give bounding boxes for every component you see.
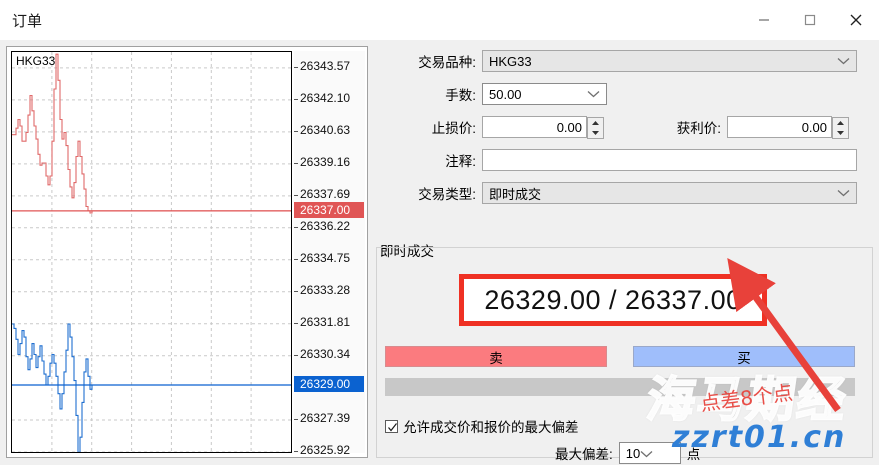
axis-tick-mark — [294, 194, 298, 196]
price-quote-value: 26329.00 / 26337.00 — [484, 284, 742, 315]
maximize-icon[interactable] — [787, 0, 833, 40]
deviation-checkbox-label: 允许成交价和报价的最大偏差 — [403, 420, 579, 435]
order-type-select[interactable]: 即时成交 — [482, 182, 857, 204]
order-type-value: 即时成交 — [489, 186, 542, 202]
symbol-label: 交易品种: — [418, 55, 476, 70]
axis-tick-label: 26337.69 — [300, 186, 351, 201]
title-bar: 订单 — [0, 0, 879, 40]
chart-svg — [12, 52, 291, 452]
deviation-checkbox-row[interactable]: 允许成交价和报价的最大偏差 — [385, 416, 579, 436]
axis-tick-label: 26342.10 — [300, 90, 351, 105]
order-type-row: 交易类型: 即时成交 — [376, 182, 857, 204]
chart-price-axis: 26343.57 26342.10 26340.63 26339.16 26337.69… — [294, 51, 365, 457]
axis-tick-label: 26334.75 — [300, 250, 351, 265]
takeprofit-label: 获利价: — [676, 121, 721, 136]
execution-group: 26329.00 / 26337.00 卖 买 允许成交价和报价的最大偏差 最大… — [376, 247, 873, 464]
axis-tick-label: 26336.22 — [300, 218, 351, 233]
max-deviation-label: 最大偏差: — [555, 447, 613, 462]
status-bar — [385, 378, 855, 396]
price-tag-bid: 26329.00 — [294, 376, 364, 392]
max-deviation-value: 10 — [625, 445, 641, 461]
price-quote-box: 26329.00 / 26337.00 — [459, 274, 767, 326]
stoploss-stepper[interactable] — [587, 117, 604, 139]
stoploss-value: 0.00 — [556, 119, 582, 135]
checkbox-icon[interactable] — [385, 419, 398, 433]
buy-button[interactable]: 买 — [633, 346, 855, 367]
stepper-down-icon[interactable] — [833, 128, 848, 138]
volume-select[interactable]: 50.00 — [482, 83, 607, 105]
axis-tick-label: 26343.57 — [300, 58, 351, 73]
price-tag-ask: 26337.00 — [294, 201, 364, 218]
chevron-down-icon — [837, 51, 850, 71]
axis-tick-mark — [294, 258, 298, 260]
axis-tick-mark — [294, 98, 298, 100]
chevron-down-icon — [837, 183, 850, 203]
chart-symbol-label: HKG33 — [16, 54, 56, 68]
axis-tick-label: 26330.34 — [300, 346, 351, 361]
comment-input[interactable] — [482, 149, 857, 171]
axis-tick-mark — [294, 130, 298, 132]
symbol-select[interactable]: HKG33 — [482, 50, 857, 72]
stepper-up-icon[interactable] — [588, 118, 603, 128]
chevron-down-icon — [640, 446, 653, 461]
price-chart[interactable]: HKG33 — [11, 51, 292, 453]
axis-tick-mark — [294, 419, 298, 420]
comment-label: 注释: — [445, 154, 476, 169]
sell-button[interactable]: 卖 — [385, 346, 607, 367]
points-unit-label: 点 — [686, 447, 701, 462]
symbol-row: 交易品种: HKG33 — [376, 50, 857, 72]
sell-button-label: 卖 — [489, 350, 503, 366]
volume-value: 50.00 — [489, 86, 522, 102]
axis-tick-mark — [294, 162, 298, 164]
axis-tick-mark — [294, 354, 298, 356]
takeprofit-value: 0.00 — [801, 119, 827, 135]
chevron-down-icon — [587, 84, 600, 104]
axis-tick-mark — [294, 290, 298, 292]
takeprofit-row: 获利价: 0.00 — [631, 116, 849, 139]
volume-label: 手数: — [445, 88, 476, 103]
volume-row: 手数: 50.00 — [376, 83, 607, 105]
takeprofit-stepper[interactable] — [832, 117, 849, 139]
axis-tick-label: 26340.63 — [300, 122, 351, 137]
symbol-value: HKG33 — [489, 53, 532, 69]
chart-panel: HKG33 26343.57 26342.10 26340.63 26339.16 26… — [6, 46, 368, 458]
axis-tick-label: 26325.92 — [300, 443, 351, 457]
axis-tick-mark — [294, 66, 298, 68]
axis-tick-label: 26327.39 — [300, 411, 351, 425]
buy-button-label: 买 — [737, 350, 751, 366]
max-deviation-select[interactable]: 10 — [618, 442, 681, 464]
order-form: 交易品种: HKG33 手数: 50.00 止损价: 0.00 — [376, 46, 873, 464]
axis-tick-mark — [294, 322, 298, 324]
window-controls — [741, 0, 879, 40]
axis-tick-mark — [294, 226, 298, 228]
stepper-up-icon[interactable] — [833, 118, 848, 128]
comment-row: 注释: — [376, 149, 857, 171]
order-type-label: 交易类型: — [418, 187, 476, 202]
stoploss-row: 止损价: 0.00 — [376, 116, 604, 139]
stoploss-label: 止损价: — [431, 121, 476, 136]
minimize-icon[interactable] — [741, 0, 787, 40]
axis-tick-label: 26339.16 — [300, 154, 351, 169]
window-title: 订单 — [12, 13, 43, 30]
axis-tick-mark — [294, 451, 298, 452]
client-area: HKG33 26343.57 26342.10 26340.63 26339.16 26… — [0, 40, 879, 465]
stoploss-input[interactable]: 0.00 — [482, 116, 604, 139]
max-deviation-row: 最大偏差: 10 点 — [555, 442, 700, 464]
axis-tick-label: 26333.28 — [300, 282, 351, 297]
close-icon[interactable] — [833, 0, 879, 40]
stepper-down-icon[interactable] — [588, 128, 603, 138]
axis-tick-label: 26331.81 — [300, 314, 351, 329]
takeprofit-input[interactable]: 0.00 — [727, 116, 849, 139]
